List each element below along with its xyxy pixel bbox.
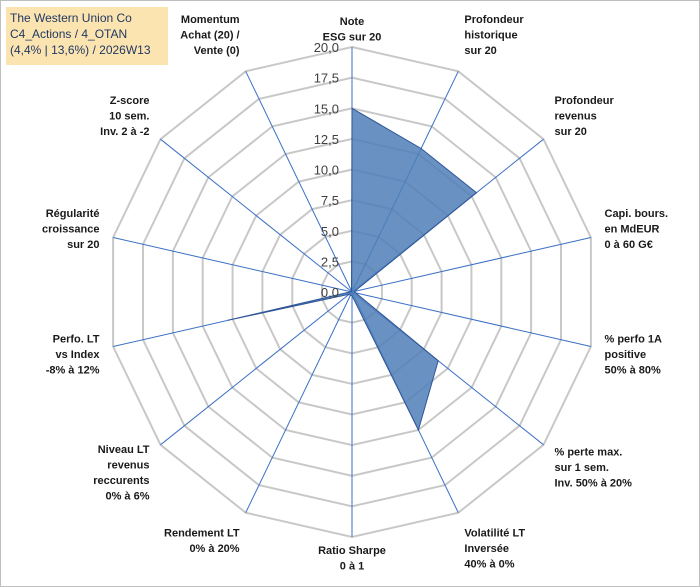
series-area	[227, 107, 478, 432]
radar-axis-labels: Note ESG sur 20 Profondeur historique sur 20…	[42, 14, 668, 572]
axis-spoke-8	[245, 291, 353, 513]
radar-tick-labels: 0,0 2,5 5,0 7,5 10,0 12,5 15,0 17,5 20,0	[314, 40, 339, 300]
axis-label-5: % perte max. sur 1 sem. Inv. 50% à 20%	[555, 447, 633, 490]
axis-label-7: Ratio Sharpe 0 à 1	[318, 545, 386, 573]
axis-label-line: sur 20	[464, 45, 496, 57]
axis-label-0: Note ESG sur 20	[323, 16, 382, 44]
axis-label-line: Inv. 50% à 20%	[555, 478, 633, 490]
tick-label: 12,5	[314, 132, 339, 147]
axis-label-4: % perfo 1A positive 50% à 80%	[605, 334, 663, 377]
axis-label-line: -8% à 12%	[46, 365, 100, 377]
tick-label: 2,5	[321, 254, 339, 269]
tick-label: 15,0	[314, 101, 339, 116]
axis-label-line: 0 à 1	[340, 561, 364, 573]
axis-label-line: ESG sur 20	[323, 32, 382, 44]
axis-label-line: positive	[605, 349, 647, 361]
axis-label-line: Inversée	[464, 543, 509, 555]
axis-label-line: 40% à 0%	[464, 558, 514, 570]
axis-spoke-4	[351, 291, 592, 347]
title-box: The Western Union Co C4_Actions / 4_OTAN…	[6, 7, 168, 65]
tick-label: 17,5	[314, 71, 339, 86]
axis-label-8: Rendement LT 0% à 20%	[164, 527, 240, 555]
axis-label-line: % perfo 1A	[605, 334, 663, 346]
axis-label-line: Capi. bours.	[605, 208, 669, 220]
axis-label-line: Note	[340, 16, 364, 28]
axis-label-line: Z-score	[110, 95, 150, 107]
axis-spoke-13	[245, 71, 353, 293]
axis-label-line: Rendement LT	[164, 527, 240, 539]
tick-label: 20,0	[314, 40, 339, 55]
axis-label-11: Régularité croissance sur 20	[42, 208, 99, 251]
axis-label-line: Régularité	[46, 208, 100, 220]
axis-label-9: Niveau LT revenus reccurents 0% à 6%	[93, 444, 150, 503]
axis-label-line: 0% à 20%	[189, 543, 239, 555]
axis-label-line: 10 sem.	[109, 110, 149, 122]
axis-label-line: Perfo. LT	[53, 334, 100, 346]
axis-label-line: 0% à 6%	[105, 490, 149, 502]
axis-label-line: sur 1 sem.	[555, 462, 609, 474]
axis-label-3: Capi. bours. en MdEUR 0 à 60 G€	[605, 208, 669, 251]
axis-label-10: Perfo. LT vs Index -8% à 12%	[46, 334, 101, 377]
axis-label-line: revenus	[107, 459, 149, 471]
axis-spoke-9	[160, 291, 353, 446]
axis-label-line: 0 à 60 G€	[605, 239, 653, 251]
axis-label-line: sur 20	[67, 239, 99, 251]
axis-label-line: reccurents	[93, 475, 149, 487]
axis-spoke-3	[351, 237, 592, 293]
axis-label-line: Momentum	[181, 14, 240, 26]
axis-label-line: historique	[464, 30, 517, 42]
axis-label-line: Inv. 2 à -2	[100, 126, 149, 138]
tick-label: 10,0	[314, 163, 339, 178]
radar-series	[227, 107, 478, 432]
axis-label-line: croissance	[42, 223, 99, 235]
axis-label-6: Volatilité LT Inversée 40% à 0%	[464, 527, 525, 570]
tick-label: 0,0	[321, 285, 339, 300]
axis-spoke-12	[160, 138, 353, 293]
axis-label-line: Profondeur	[555, 95, 615, 107]
axis-label-line: Profondeur	[464, 14, 524, 26]
title-period: (4,4% | 13,6%) / 2026W13	[10, 43, 151, 57]
axis-label-line: sur 20	[555, 126, 587, 138]
title-category: C4_Actions / 4_OTAN	[10, 27, 128, 41]
axis-label-13: Momentum Achat (20) / Vente (0)	[180, 14, 240, 57]
axis-label-1: Profondeur historique sur 20	[464, 14, 524, 57]
title-company: The Western Union Co	[10, 11, 132, 25]
tick-label: 7,5	[321, 193, 339, 208]
axis-label-line: en MdEUR	[605, 223, 660, 235]
axis-label-line: revenus	[555, 110, 597, 122]
axis-label-line: vs Index	[55, 349, 100, 361]
axis-label-line: 50% à 80%	[605, 365, 661, 377]
axis-label-2: Profondeur revenus sur 20	[555, 95, 615, 138]
axis-label-line: Achat (20) /	[180, 30, 239, 42]
axis-label-line: Volatilité LT	[464, 527, 525, 539]
axis-label-12: Z-score 10 sem. Inv. 2 à -2	[100, 95, 149, 138]
axis-label-line: Vente (0)	[194, 45, 240, 57]
tick-label: 5,0	[321, 224, 339, 239]
axis-spoke-11	[112, 237, 353, 293]
axis-label-line: % perte max.	[555, 447, 623, 459]
axis-label-line: Ratio Sharpe	[318, 545, 386, 557]
axis-label-line: Niveau LT	[98, 444, 150, 456]
